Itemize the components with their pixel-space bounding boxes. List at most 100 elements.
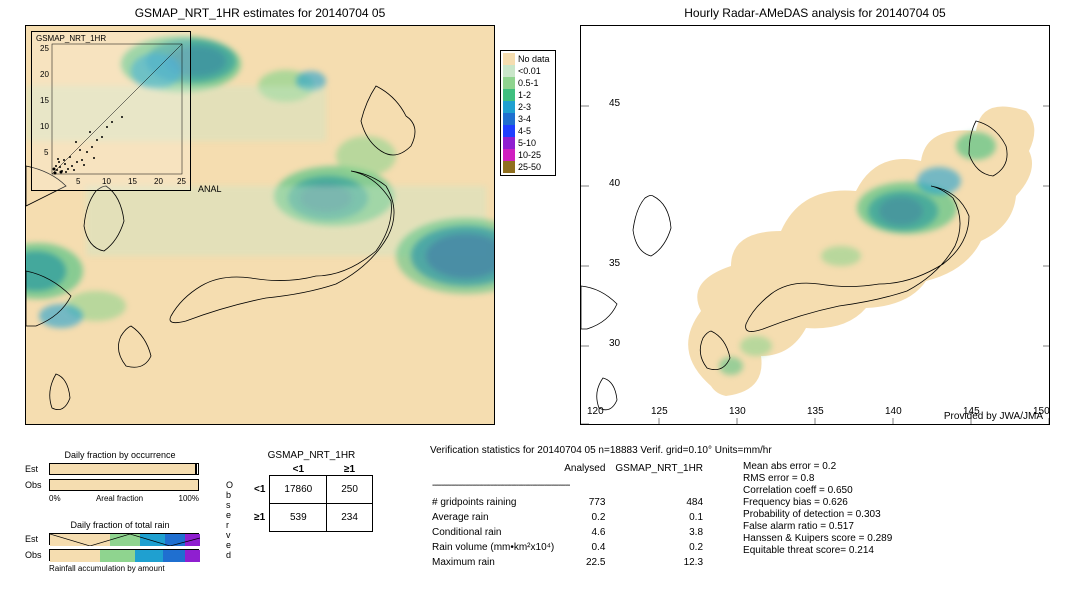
- verif-divider: ----------------------------------------…: [432, 480, 703, 491]
- verif-row-g: 12.3: [615, 556, 711, 569]
- lon-tick: 135: [807, 406, 824, 417]
- contingency-block: GSMAP_NRT_1HR <1 ≥1 <1 17860 250 ≥1 539 …: [250, 450, 373, 532]
- legend-row: 0.5-1: [503, 77, 553, 89]
- legend-label: 1-2: [518, 90, 531, 100]
- frac-tot-row: Obs: [25, 548, 215, 562]
- verif-score: RMS error = 0.8: [743, 473, 892, 484]
- observed-vertical-label: Observed: [226, 480, 233, 560]
- lat-tick: 30: [609, 338, 620, 349]
- verif-score: Hanssen & Kuipers score = 0.289: [743, 533, 892, 544]
- legend-label: No data: [518, 54, 550, 64]
- verif-score: Correlation coeff = 0.650: [743, 485, 892, 496]
- verif-title: Verification statistics for 20140704 05 …: [430, 445, 1070, 456]
- lon-tick: 130: [729, 406, 746, 417]
- legend-swatch: [503, 149, 515, 161]
- frac-occ-axis-right: 100%: [179, 494, 199, 503]
- inset-xtick: 10: [102, 177, 111, 186]
- legend-row: 4-5: [503, 125, 553, 137]
- verif-row-name: # gridpoints raining: [432, 496, 562, 509]
- verif-row: Maximum rain 22.5 12.3: [432, 556, 711, 569]
- verif-score: False alarm ratio = 0.517: [743, 521, 892, 532]
- fraction-occurrence-block: Daily fraction by occurrence Est Obs 0% …: [25, 450, 215, 503]
- verif-row-a: 773: [564, 496, 613, 509]
- lat-tick: 40: [609, 178, 620, 189]
- legend-row: 1-2: [503, 89, 553, 101]
- legend-label: 5-10: [518, 138, 536, 148]
- ct-col-header: ≥1: [327, 464, 373, 476]
- verif-row: Rain volume (mm•km²x10⁴) 0.4 0.2: [432, 541, 711, 554]
- inset-xtick: 15: [128, 177, 137, 186]
- ct-col-header: <1: [270, 464, 327, 476]
- lon-tick: 125: [651, 406, 668, 417]
- inset-ytick: 10: [40, 122, 49, 131]
- legend-swatch: [503, 89, 515, 101]
- verif-row-name: Rain volume (mm•km²x10⁴): [432, 541, 562, 554]
- inset-ytick: 25: [40, 44, 49, 53]
- ct-cell: 234: [327, 504, 373, 532]
- inset-xtick: 20: [154, 177, 163, 186]
- verif-stats-table: Analysed GSMAP_NRT_1HR -----------------…: [430, 460, 713, 571]
- legend-row: <0.01: [503, 65, 553, 77]
- legend-row: 5-10: [503, 137, 553, 149]
- legend-label: 0.5-1: [518, 78, 539, 88]
- legend-swatch: [503, 113, 515, 125]
- verif-row-a: 4.6: [564, 526, 613, 539]
- frac-occ-title: Daily fraction by occurrence: [25, 450, 215, 460]
- right-map-title: Hourly Radar-AMeDAS analysis for 2014070…: [580, 6, 1050, 20]
- frac-tot-label: Est: [25, 534, 49, 544]
- verification-block: Verification statistics for 20140704 05 …: [430, 445, 1070, 571]
- legend-swatch: [503, 77, 515, 89]
- legend-label: 25-50: [518, 162, 541, 172]
- contingency-table: <1 ≥1 <1 17860 250 ≥1 539 234: [250, 464, 373, 532]
- verif-row-a: 22.5: [564, 556, 613, 569]
- verif-score: Mean abs error = 0.2: [743, 461, 892, 472]
- legend-label: 10-25: [518, 150, 541, 160]
- right-map-svg: [581, 26, 1050, 425]
- legend-swatch: [503, 161, 515, 173]
- ct-cell: 250: [327, 476, 373, 504]
- verif-row-g: 0.1: [615, 511, 711, 524]
- verif-row-g: 0.2: [615, 541, 711, 554]
- verif-score: Frequency bias = 0.626: [743, 497, 892, 508]
- legend-swatch: [503, 101, 515, 113]
- ct-cell: 539: [270, 504, 327, 532]
- left-map-inset: GSMAP_NRT_1HR 25 20 15 10 5 5: [31, 31, 191, 191]
- contingency-col-title: GSMAP_NRT_1HR: [250, 450, 373, 461]
- provided-by: Provided by JWA/JMA: [944, 411, 1043, 422]
- frac-tot-label: Obs: [25, 550, 49, 560]
- frac-tot-bar: [49, 533, 199, 545]
- verif-row-name: Average rain: [432, 511, 562, 524]
- frac-occ-row: Est: [25, 462, 215, 476]
- ct-row-header: <1: [250, 476, 270, 504]
- left-map-title: GSMAP_NRT_1HR estimates for 20140704 05: [25, 6, 495, 20]
- inset-scatter-svg: [32, 32, 192, 192]
- legend-label: <0.01: [518, 66, 541, 76]
- legend-label: 4-5: [518, 126, 531, 136]
- anal-label: ANAL: [198, 184, 222, 194]
- fraction-totalrain-block: Daily fraction of total rain Est Obs: [25, 520, 215, 573]
- right-map-panel: 45 40 35 30 120 125 130 135 140 145 150 …: [580, 25, 1050, 425]
- verif-score: Probability of detection = 0.303: [743, 509, 892, 520]
- legend-row: 3-4: [503, 113, 553, 125]
- lat-tick: 45: [609, 98, 620, 109]
- verif-header: Analysed: [564, 462, 613, 475]
- frac-occ-label: Obs: [25, 480, 49, 490]
- verif-row: Average rain 0.2 0.1: [432, 511, 711, 524]
- verif-row-g: 484: [615, 496, 711, 509]
- inset-ytick: 20: [40, 70, 49, 79]
- legend-label: 2-3: [518, 102, 531, 112]
- legend-swatch: [503, 137, 515, 149]
- legend-row: 2-3: [503, 101, 553, 113]
- inset-xtick: 25: [177, 177, 186, 186]
- legend-swatch: [503, 53, 515, 65]
- verif-row-g: 3.8: [615, 526, 711, 539]
- verif-scores: Mean abs error = 0.2 RMS error = 0.8 Cor…: [743, 460, 892, 571]
- legend-swatch: [503, 65, 515, 77]
- frac-occ-bar: [49, 479, 199, 491]
- lat-tick: 35: [609, 258, 620, 269]
- inset-xtick: 5: [76, 177, 80, 186]
- legend-row: 10-25: [503, 149, 553, 161]
- color-legend: No data <0.01 0.5-1 1-2 2-33-44-5 5-10 10-25 25…: [500, 50, 556, 176]
- verif-row-a: 0.2: [564, 511, 613, 524]
- verif-row: Conditional rain 4.6 3.8: [432, 526, 711, 539]
